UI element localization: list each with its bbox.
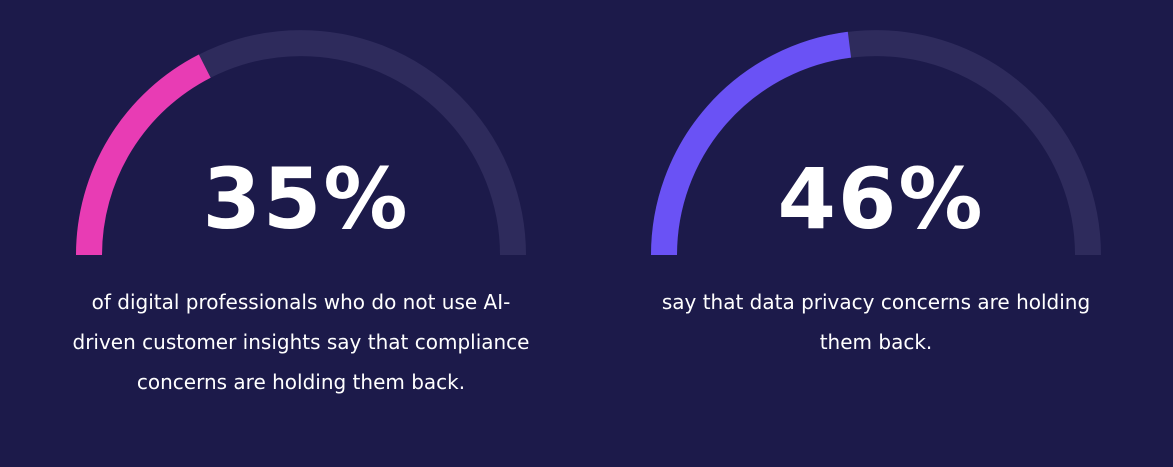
gauge-value: 35%: [202, 150, 409, 248]
gauge-arc: [651, 31, 852, 256]
caption: of digital professionals who do not use …: [72, 290, 530, 394]
caption: say that data privacy concerns are holdi…: [661, 290, 1091, 354]
gauge-value: 46%: [777, 150, 984, 248]
gauge-arc: [76, 54, 211, 256]
